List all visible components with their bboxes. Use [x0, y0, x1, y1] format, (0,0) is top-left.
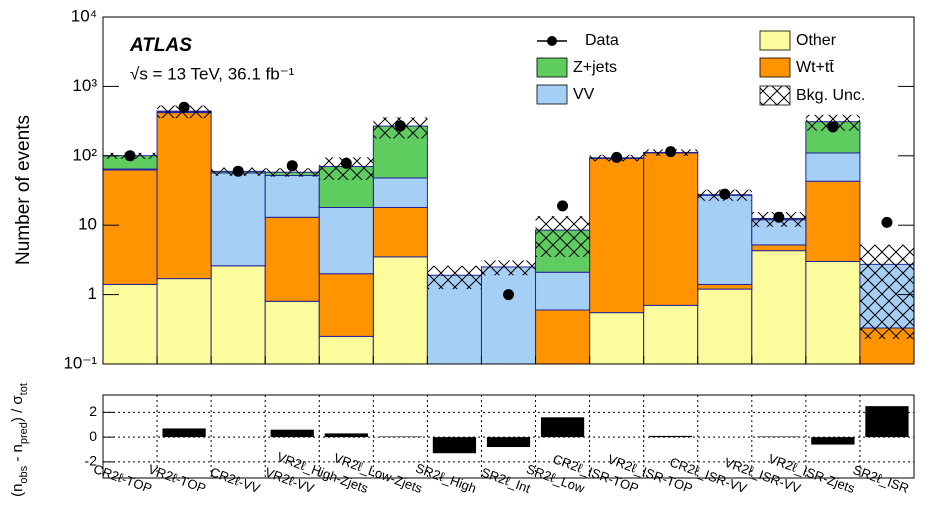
bar-segment — [372, 256, 428, 365]
atlas-label: ATLAS — [129, 35, 192, 56]
y-tick-label: 10³ — [72, 76, 97, 95]
bar-segment — [535, 309, 591, 365]
ratio-axis-title-part: ) / σ — [9, 395, 26, 422]
bar — [757, 436, 801, 438]
legend-label: VV — [573, 86, 595, 103]
bar-segment — [102, 169, 158, 285]
y-axis-title: Number of events — [13, 115, 34, 265]
bar-segment — [805, 152, 861, 182]
bar-segment — [264, 300, 320, 365]
data-point — [719, 188, 731, 200]
legend-label: Other — [796, 32, 837, 49]
bar-segment — [372, 206, 428, 258]
y-tick-label: -2 — [85, 453, 98, 469]
data-point — [881, 216, 893, 228]
x-tick-label: CR2ℓ-TOP — [92, 461, 154, 496]
x-tick-label: SR2ℓ_Int — [479, 464, 533, 496]
ratio-axis-title: (nobs - npred) / σtot — [9, 383, 30, 497]
bar-segment — [264, 216, 320, 302]
bar — [432, 437, 477, 454]
bar-segment — [318, 273, 374, 337]
data-point — [232, 165, 244, 177]
data-point — [557, 200, 569, 212]
data-point — [394, 120, 406, 132]
data-point — [503, 289, 514, 301]
y-tick-label: 10² — [72, 145, 97, 164]
ratio-axis-title-part: (n — [9, 484, 26, 497]
data-point — [773, 211, 785, 223]
bar-segment — [697, 283, 753, 290]
legend-swatch — [536, 57, 568, 78]
uncertainty-band — [535, 216, 590, 257]
legend-label: Data — [585, 32, 619, 49]
uncertainty-band — [265, 168, 320, 177]
data-point — [124, 150, 136, 162]
bar-segment — [210, 172, 266, 267]
bar-segment — [264, 175, 320, 218]
plot-frame — [102, 16, 915, 365]
ratio-axis-title-part: tot — [18, 383, 30, 395]
legend-label: Bkg. Unc. — [796, 87, 865, 104]
bar — [486, 437, 531, 448]
bar-segment — [102, 283, 158, 365]
bar-segment — [156, 112, 212, 280]
legend-marker — [547, 36, 557, 46]
plot-frame — [102, 394, 915, 479]
bar-segment — [697, 194, 753, 285]
bar-segment — [805, 260, 861, 365]
data-point — [286, 160, 298, 172]
ratio-axis-title-part: obs — [18, 465, 30, 483]
y-tick-label: 10⁻¹ — [63, 353, 97, 372]
x-tick-label: SR2ℓ_ISR — [851, 462, 911, 496]
ratio-axis-title-part: pred — [18, 422, 30, 444]
legend-swatch — [536, 84, 568, 105]
bar-segment — [643, 152, 699, 306]
bar-segment — [318, 335, 374, 365]
bar — [865, 406, 909, 438]
x-tick-label: CR2ℓ-VV — [208, 464, 262, 496]
bar-segment — [805, 180, 861, 262]
legend-label: Z+jets — [573, 59, 617, 76]
uncertainty-band — [427, 265, 482, 290]
bar-segment — [318, 206, 374, 275]
uncertainty-band — [481, 260, 536, 276]
legend-swatch — [759, 85, 791, 106]
bar — [324, 433, 368, 438]
bar — [162, 428, 206, 438]
y-tick-label: 10⁴ — [71, 6, 97, 25]
bar-segment — [589, 312, 645, 365]
data-point — [178, 101, 190, 113]
y-tick-label: 10 — [78, 215, 97, 234]
bar-segment — [751, 250, 807, 365]
legend-label: Wt+tt̄ — [796, 59, 834, 76]
legend-swatch — [759, 57, 791, 78]
bar-segment — [751, 244, 807, 252]
bar-segment — [643, 304, 699, 365]
bar — [270, 429, 314, 438]
bar — [540, 417, 585, 438]
bar — [649, 435, 693, 438]
y-tick-label: 0 — [89, 428, 97, 444]
bar-segment — [480, 266, 537, 365]
bar — [378, 436, 422, 438]
y-tick-label: 1 — [88, 284, 97, 303]
data-point — [665, 146, 677, 158]
x-tick-label: VR2ℓ-TOP — [146, 461, 208, 496]
energy-label: √s = 13 TeV, 36.1 fb⁻¹ — [130, 64, 295, 83]
data-point — [340, 157, 352, 169]
data-point — [827, 121, 839, 133]
bar-segment — [535, 271, 591, 311]
data-point — [611, 151, 623, 163]
bar-segment — [210, 265, 266, 365]
bar — [811, 437, 855, 445]
bar-segment — [589, 157, 645, 314]
bar-segment — [156, 278, 212, 365]
legend-swatch — [759, 30, 791, 51]
uncertainty-band — [859, 244, 914, 339]
y-tick-label: 2 — [89, 403, 97, 419]
bar-segment — [372, 177, 428, 208]
bar-segment — [697, 288, 753, 365]
ratio-axis-title-part: - n — [9, 444, 26, 466]
